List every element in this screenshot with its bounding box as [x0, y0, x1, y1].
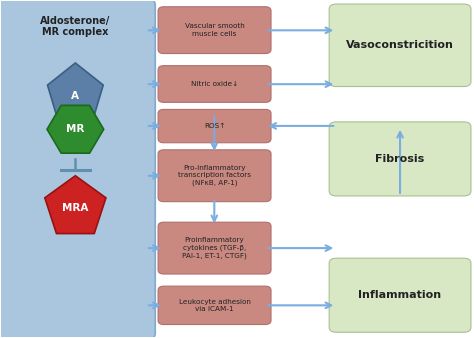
Text: Vascular smooth
muscle cells: Vascular smooth muscle cells: [185, 23, 245, 37]
Polygon shape: [47, 105, 104, 153]
Text: Aldosterone/
MR complex: Aldosterone/ MR complex: [40, 16, 110, 38]
Text: Vasoconstricition: Vasoconstricition: [346, 40, 454, 50]
FancyBboxPatch shape: [158, 150, 271, 202]
Text: MRA: MRA: [62, 203, 89, 213]
Text: A: A: [72, 91, 79, 101]
FancyBboxPatch shape: [158, 222, 271, 274]
FancyBboxPatch shape: [329, 122, 471, 196]
FancyBboxPatch shape: [158, 286, 271, 324]
FancyBboxPatch shape: [329, 4, 471, 87]
FancyBboxPatch shape: [158, 7, 271, 53]
Polygon shape: [47, 63, 103, 121]
Text: Nitric oxide↓: Nitric oxide↓: [191, 81, 238, 87]
Polygon shape: [45, 176, 106, 234]
FancyBboxPatch shape: [329, 258, 471, 332]
FancyBboxPatch shape: [0, 0, 155, 338]
Text: Pro-inflammatory
transcription factors
(NFκB, AP-1): Pro-inflammatory transcription factors (…: [178, 165, 251, 187]
Text: ROS↑: ROS↑: [204, 123, 225, 129]
Text: Proinflammatory
cytokines (TGF-β,
PAI-1, ET-1, CTGF): Proinflammatory cytokines (TGF-β, PAI-1,…: [182, 237, 247, 259]
Text: Inflammation: Inflammation: [358, 290, 442, 300]
Text: Leukocyte adhesion
via ICAM-1: Leukocyte adhesion via ICAM-1: [179, 298, 250, 312]
Text: Fibrosis: Fibrosis: [375, 154, 425, 164]
Text: MR: MR: [66, 124, 84, 134]
FancyBboxPatch shape: [158, 66, 271, 102]
FancyBboxPatch shape: [158, 110, 271, 143]
